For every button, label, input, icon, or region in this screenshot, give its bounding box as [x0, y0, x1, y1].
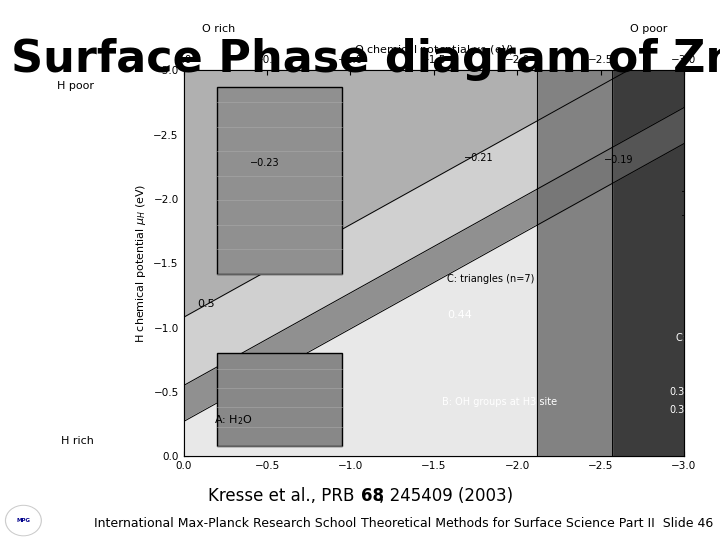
- Text: H poor: H poor: [57, 80, 94, 91]
- Polygon shape: [612, 70, 684, 456]
- Text: 0.5: 0.5: [197, 300, 215, 309]
- Polygon shape: [537, 70, 612, 456]
- Polygon shape: [612, 70, 684, 456]
- Text: A: H$_2$O: A: H$_2$O: [214, 413, 253, 427]
- Text: 0.44: 0.44: [447, 310, 472, 320]
- Text: International Max-Planck Research School: International Max-Planck Research School: [94, 517, 356, 530]
- Polygon shape: [184, 144, 684, 456]
- Text: , 245409 (2003): , 245409 (2003): [379, 487, 513, 505]
- Text: Kresse et al., PRB: Kresse et al., PRB: [208, 487, 360, 505]
- FancyBboxPatch shape: [217, 87, 342, 274]
- Text: Surface Phase diagram of ZnO[0001]: Surface Phase diagram of ZnO[0001]: [11, 38, 720, 81]
- Circle shape: [6, 505, 41, 536]
- Text: −0.19: −0.19: [604, 156, 634, 165]
- Text: O poor: O poor: [630, 24, 667, 33]
- Polygon shape: [612, 107, 684, 184]
- Circle shape: [6, 507, 40, 535]
- Polygon shape: [184, 70, 684, 386]
- Text: H rich: H rich: [60, 436, 94, 446]
- FancyBboxPatch shape: [217, 353, 342, 446]
- X-axis label: O chemical potential $\mu_O$ (eV): O chemical potential $\mu_O$ (eV): [354, 43, 514, 57]
- Text: 68: 68: [361, 487, 384, 505]
- Text: C: triangles (n=7): C: triangles (n=7): [447, 274, 534, 284]
- Polygon shape: [184, 70, 684, 318]
- Text: −0.17: −0.17: [680, 187, 711, 198]
- Text: B: OH groups at H3 site: B: OH groups at H3 site: [442, 397, 557, 407]
- Polygon shape: [537, 70, 612, 456]
- Text: 0.38: 0.38: [669, 387, 690, 397]
- Text: C: triangles (n=6): C: triangles (n=6): [675, 333, 720, 343]
- Text: −0.23: −0.23: [251, 158, 280, 168]
- Text: −0.21: −0.21: [464, 153, 493, 163]
- Polygon shape: [537, 147, 612, 225]
- Text: MPG: MPG: [17, 518, 30, 523]
- Text: 0.32: 0.32: [669, 405, 690, 415]
- Polygon shape: [184, 107, 684, 422]
- Text: Theoretical Methods for Surface Science Part II  Slide 46: Theoretical Methods for Surface Science …: [361, 517, 713, 530]
- Text: −0.15: −0.15: [680, 211, 711, 221]
- Polygon shape: [184, 70, 537, 456]
- Y-axis label: H chemical potential $\mu_H$ (eV): H chemical potential $\mu_H$ (eV): [134, 184, 148, 343]
- Text: O rich: O rich: [202, 24, 235, 33]
